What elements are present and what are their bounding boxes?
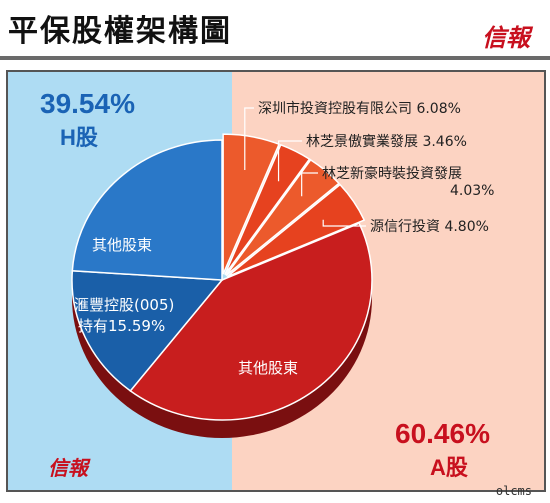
h-share-percent: 39.54% bbox=[40, 88, 135, 119]
annotation-xinhao-name: 林芝新豪時裝投資發展 bbox=[322, 166, 462, 182]
slice-h-others bbox=[71, 139, 223, 281]
page-title: 平保股權架構圖 bbox=[8, 14, 232, 49]
brand-logo-bottom: 信報 bbox=[48, 456, 88, 480]
annotation-yuanxin-value: 4.80% bbox=[444, 219, 489, 235]
annotation-jingao-value: 3.46% bbox=[422, 134, 467, 150]
slice-label-a-others: 其他股東 bbox=[238, 359, 299, 377]
slice-a-others bbox=[129, 222, 373, 421]
leader-line-shenzhen bbox=[244, 107, 254, 171]
annotation-shenzhen-value: 6.08% bbox=[416, 101, 461, 117]
slice-jingao bbox=[224, 143, 311, 276]
brand-logo: 信報 bbox=[482, 23, 530, 52]
annotation-shenzhen: 深圳市投資控股有限公司 6.08% bbox=[258, 98, 461, 118]
slice-xinhao bbox=[225, 158, 341, 277]
title-divider bbox=[0, 56, 550, 60]
a-share-label: A股 bbox=[430, 455, 468, 480]
annotation-jingao-name: 林芝景傲實業發展 bbox=[306, 134, 418, 150]
annotation-jingao: 林芝景傲實業發展 3.46% bbox=[306, 131, 467, 151]
leader-line-jingao bbox=[277, 140, 302, 182]
leader-line-xinhao bbox=[301, 172, 318, 197]
slice-label-hsbc-value: 持有15.59% bbox=[78, 317, 166, 335]
slice-hsbc bbox=[71, 269, 224, 392]
leader-line-yuanxin bbox=[322, 219, 366, 227]
slice-yuanxin bbox=[226, 183, 366, 278]
credit-text: olcms bbox=[495, 484, 532, 498]
annotation-shenzhen-name: 深圳市投資控股有限公司 bbox=[258, 101, 412, 117]
h-share-label: H股 bbox=[60, 125, 98, 150]
slice-label-h-others: 其他股東 bbox=[92, 236, 153, 254]
annotation-xinhao-value: 4.03% bbox=[450, 183, 495, 199]
annotation-yuanxin: 源信行投資 4.80% bbox=[370, 216, 489, 236]
annotation-yuanxin-name: 源信行投資 bbox=[370, 219, 440, 235]
a-share-percent: 60.46% bbox=[395, 418, 490, 449]
slice-label-hsbc: 滙豐控股(005) bbox=[74, 296, 175, 314]
